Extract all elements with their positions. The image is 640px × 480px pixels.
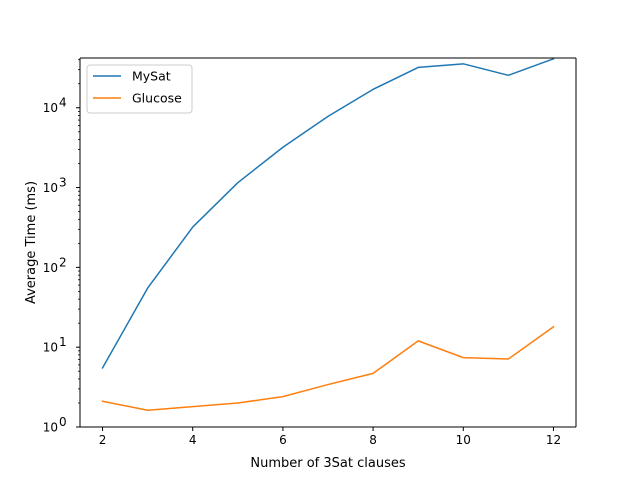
y-tick-base: 10: [43, 421, 58, 435]
legend-label-mysat: MySat: [132, 69, 171, 84]
x-tick-label: 6: [279, 433, 287, 447]
y-tick-exponent: 0: [59, 415, 67, 429]
series-line-mysat: [101, 57, 555, 369]
y-tick-exponent: 2: [59, 255, 67, 269]
legend-label-glucose: Glucose: [132, 91, 182, 106]
x-tick-label: 10: [456, 433, 471, 447]
y-tick-base: 10: [43, 101, 58, 115]
axes-frame: [79, 57, 577, 428]
x-tick-label: 8: [369, 433, 377, 447]
x-tick-label: 12: [546, 433, 561, 447]
y-tick-label: 10: [43, 341, 58, 355]
plot-area: [80, 58, 576, 427]
x-axis-label: Number of 3Sat clauses: [250, 456, 405, 471]
y-tick-label: 10: [43, 101, 58, 115]
y-tick-exponent: 1: [59, 335, 67, 349]
y-tick-base: 10: [43, 181, 58, 195]
y-tick-exponent: 4: [59, 96, 67, 110]
y-tick-label: 10: [43, 421, 58, 435]
y-axis-label: Average Time (ms): [24, 181, 39, 304]
x-tick-label: 4: [189, 433, 197, 447]
y-tick-exponent: 3: [59, 176, 67, 190]
legend: MySat Glucose: [86, 64, 193, 114]
series-layer: [101, 57, 555, 412]
x-tick-label: 2: [99, 433, 107, 447]
y-tick-label: 10: [43, 261, 58, 275]
y-tick-base: 10: [43, 341, 58, 355]
y-tick-base: 10: [43, 261, 58, 275]
x-ticks: 2 4 6 8 10 12: [99, 427, 561, 447]
y-tick-label: 10: [43, 181, 58, 195]
legend-box: [86, 64, 193, 114]
series-line-glucose: [101, 325, 555, 412]
